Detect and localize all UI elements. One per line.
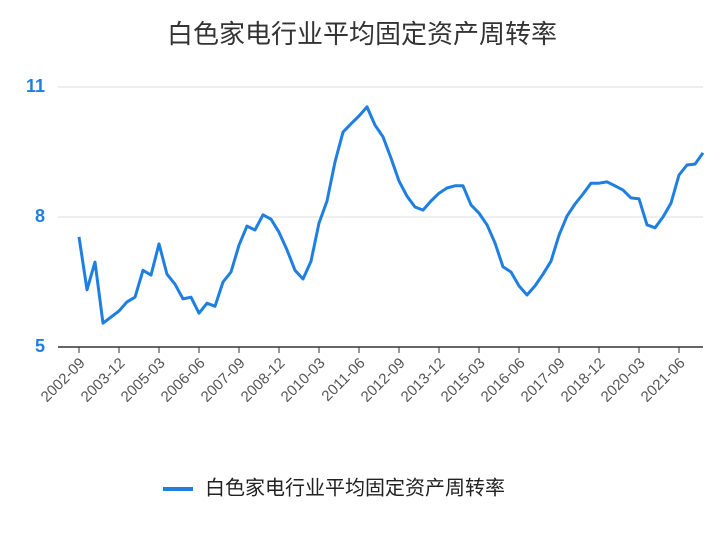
chart-title: 白色家电行业平均固定资产周转率 <box>167 19 557 49</box>
x-tick-label: 2021-06 <box>638 355 689 406</box>
y-tick-label: 5 <box>35 336 45 356</box>
legend-label: 白色家电行业平均固定资产周转率 <box>205 476 505 499</box>
y-tick-label: 11 <box>26 76 45 96</box>
x-tick-label: 2010-03 <box>278 355 329 406</box>
data-line <box>77 105 705 325</box>
y-tick-label: 8 <box>35 206 45 226</box>
